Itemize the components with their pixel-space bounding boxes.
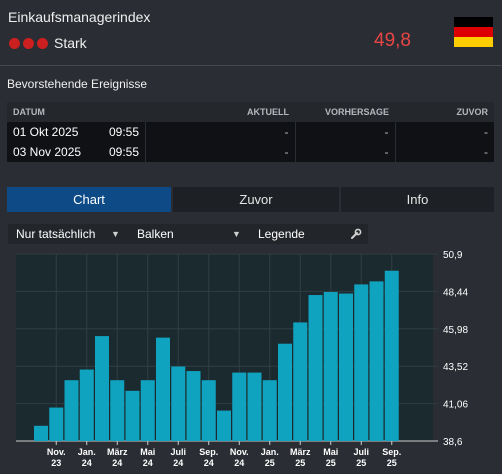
chart-bar[interactable] [125, 390, 140, 441]
x-tick-label: Sep. [382, 447, 401, 457]
wrench-icon[interactable] [350, 224, 364, 244]
chart-bar[interactable] [171, 366, 186, 441]
chart-bar[interactable] [34, 425, 48, 441]
x-tick-label-year: 23 [51, 458, 61, 468]
chart-bar[interactable] [339, 293, 353, 441]
importance-dot-icon [23, 38, 34, 49]
x-tick-label: Mai [140, 447, 155, 457]
chart-bar[interactable] [247, 372, 262, 441]
chart-bar[interactable] [64, 380, 79, 441]
indicator-value: 49,8 [374, 30, 411, 51]
column-header-actual: AKTUELL [145, 102, 295, 122]
importance-dot-icon [37, 38, 48, 49]
chart-bar[interactable] [384, 270, 399, 441]
table-header-row: DATUM AKTUELL VORHERSAGE ZUVOR [7, 102, 494, 122]
event-forecast: - [294, 142, 395, 162]
chart-bar[interactable] [293, 322, 308, 441]
x-tick-label-year: 24 [143, 458, 153, 468]
event-actual: - [144, 122, 295, 142]
germany-flag-icon [454, 17, 493, 47]
x-tick-label: Nov. [230, 447, 249, 457]
chart-bar[interactable] [79, 369, 94, 441]
caret-down-icon[interactable]: ▼ [232, 229, 241, 239]
events-table: DATUM AKTUELL VORHERSAGE ZUVOR 01 Okt 20… [7, 102, 494, 162]
event-actual: - [144, 142, 295, 162]
tab-info[interactable]: Info [341, 187, 494, 212]
tab-previous[interactable]: Zuvor [173, 187, 339, 212]
table-row[interactable]: 01 Okt 2025 09:55 - - - [7, 122, 494, 142]
column-header-forecast: VORHERSAGE [295, 102, 395, 122]
chart-bar[interactable] [232, 372, 247, 441]
chart-bar[interactable] [95, 336, 109, 441]
x-tick-label-year: 24 [204, 458, 214, 468]
y-tick-label: 41,06 [443, 400, 468, 411]
chart-bar[interactable] [186, 371, 201, 441]
x-tick-label-year: 24 [82, 458, 92, 468]
x-tick-label: Jan. [261, 447, 279, 457]
legend-label: Legende [258, 227, 305, 241]
x-tick-label-year: 25 [387, 458, 397, 468]
chart-bar[interactable] [308, 295, 323, 441]
column-header-date: DATUM [7, 102, 103, 122]
importance-label: Stark [54, 35, 87, 51]
chart-bar[interactable] [156, 337, 170, 441]
x-tick-label-year: 24 [112, 458, 122, 468]
x-tick-label-year: 25 [326, 458, 336, 468]
importance-dot-icon [9, 38, 20, 49]
x-tick-label: Juli [170, 447, 186, 457]
y-tick-label: 38,6 [443, 437, 463, 448]
event-date: 01 Okt 2025 [7, 122, 103, 142]
x-tick-label-year: 25 [295, 458, 305, 468]
x-tick-label-year: 25 [265, 458, 275, 468]
y-tick-label: 43,52 [443, 362, 468, 373]
table-row[interactable]: 03 Nov 2025 09:55 - - - [7, 142, 494, 162]
divider [0, 65, 502, 66]
x-tick-label-year: 24 [234, 458, 244, 468]
chart-type-dropdown[interactable]: Balken [137, 224, 174, 244]
chart-bar[interactable] [354, 284, 369, 441]
legend-button[interactable]: Legende [258, 224, 305, 244]
x-tick-label-year: 24 [173, 458, 183, 468]
chart-bar[interactable] [201, 380, 216, 441]
chart-bar[interactable] [140, 380, 155, 441]
chart-bar[interactable] [323, 292, 338, 441]
y-tick-label: 48,44 [443, 287, 468, 298]
filter-dropdown-label: Nur tatsächlich [16, 227, 96, 241]
x-tick-label: März [107, 447, 128, 457]
event-time: 09:55 [103, 122, 145, 142]
chart-type-label: Balken [137, 227, 174, 241]
event-time: 09:55 [103, 142, 145, 162]
event-date: 03 Nov 2025 [7, 142, 103, 162]
x-tick-label: Nov. [47, 447, 66, 457]
chart-bar[interactable] [217, 410, 231, 441]
chart-bar[interactable] [110, 380, 125, 441]
event-previous: - [394, 122, 494, 142]
events-section-title: Bevorstehende Ereignisse [7, 77, 148, 91]
column-header-time [103, 102, 145, 122]
y-tick-label: 45,98 [443, 325, 468, 336]
tab-chart[interactable]: Chart [7, 187, 171, 212]
indicator-title: Einkaufsmanagerindex [8, 9, 151, 25]
event-forecast: - [294, 122, 395, 142]
x-tick-label: Mai [323, 447, 338, 457]
x-tick-label-year: 25 [356, 458, 366, 468]
x-tick-label: März [290, 447, 311, 457]
chart-toolbar [8, 224, 368, 244]
caret-down-icon[interactable]: ▼ [111, 229, 120, 239]
column-header-previous: ZUVOR [395, 102, 494, 122]
filter-dropdown[interactable]: Nur tatsächlich [16, 224, 95, 244]
event-previous: - [394, 142, 494, 162]
y-tick-label: 50,9 [443, 250, 463, 261]
x-tick-label: Juli [353, 447, 369, 457]
chart-bar[interactable] [262, 380, 277, 441]
chart-bar[interactable] [49, 407, 64, 441]
chart-bar[interactable] [369, 281, 384, 441]
chart-bar[interactable] [278, 343, 292, 441]
x-tick-label: Jan. [78, 447, 96, 457]
x-tick-label: Sep. [199, 447, 218, 457]
